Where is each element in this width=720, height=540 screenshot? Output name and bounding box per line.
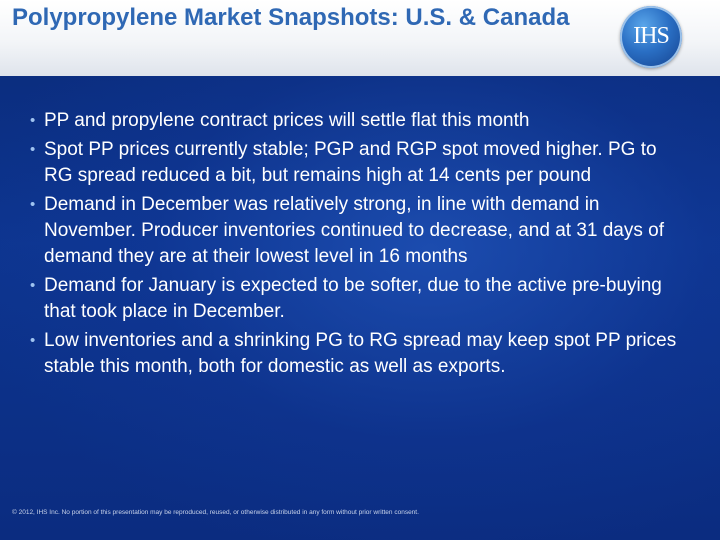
bullet-item: • Low inventories and a shrinking PG to …: [26, 328, 686, 380]
bullet-item: • Spot PP prices currently stable; PGP a…: [26, 137, 686, 189]
bullet-text: PP and propylene contract prices will se…: [44, 110, 530, 131]
bullet-text: Demand for January is expected to be sof…: [44, 275, 662, 322]
logo-text: IHS: [633, 23, 670, 49]
bullet-icon: •: [30, 196, 36, 213]
bullet-item: • PP and propylene contract prices will …: [26, 108, 686, 134]
bullet-item: • Demand for January is expected to be s…: [26, 273, 686, 325]
bullet-item: • Demand in December was relatively stro…: [26, 192, 686, 270]
bullet-icon: •: [30, 332, 36, 349]
slide-header: Polypropylene Market Snapshots: U.S. & C…: [0, 0, 720, 76]
bullet-icon: •: [30, 141, 36, 158]
bullet-list: • PP and propylene contract prices will …: [26, 108, 686, 383]
bullet-icon: •: [30, 112, 36, 129]
slide-title: Polypropylene Market Snapshots: U.S. & C…: [12, 4, 570, 31]
copyright-footer: © 2012, IHS Inc. No portion of this pres…: [12, 509, 419, 516]
bullet-text: Low inventories and a shrinking PG to RG…: [44, 330, 677, 377]
ihs-logo-icon: IHS: [620, 6, 682, 68]
bullet-text: Spot PP prices currently stable; PGP and…: [44, 139, 657, 186]
bullet-icon: •: [30, 277, 36, 294]
bullet-text: Demand in December was relatively strong…: [44, 194, 664, 267]
